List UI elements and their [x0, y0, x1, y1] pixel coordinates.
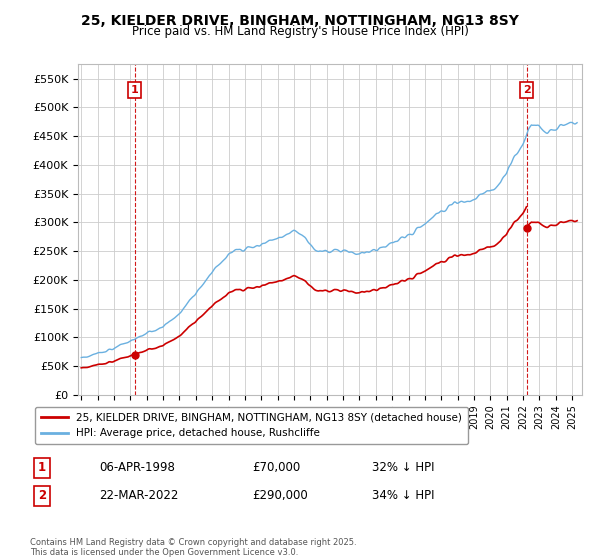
Text: £70,000: £70,000	[252, 461, 300, 474]
Text: 2: 2	[523, 85, 530, 95]
Text: 1: 1	[131, 85, 139, 95]
Text: 22-MAR-2022: 22-MAR-2022	[99, 489, 178, 502]
Text: 34% ↓ HPI: 34% ↓ HPI	[372, 489, 434, 502]
Text: Price paid vs. HM Land Registry's House Price Index (HPI): Price paid vs. HM Land Registry's House …	[131, 25, 469, 38]
Text: £290,000: £290,000	[252, 489, 308, 502]
Text: 32% ↓ HPI: 32% ↓ HPI	[372, 461, 434, 474]
Text: 06-APR-1998: 06-APR-1998	[99, 461, 175, 474]
Text: Contains HM Land Registry data © Crown copyright and database right 2025.
This d: Contains HM Land Registry data © Crown c…	[30, 538, 356, 557]
Text: 25, KIELDER DRIVE, BINGHAM, NOTTINGHAM, NG13 8SY: 25, KIELDER DRIVE, BINGHAM, NOTTINGHAM, …	[81, 14, 519, 28]
Legend: 25, KIELDER DRIVE, BINGHAM, NOTTINGHAM, NG13 8SY (detached house), HPI: Average : 25, KIELDER DRIVE, BINGHAM, NOTTINGHAM, …	[35, 407, 468, 445]
Text: 2: 2	[38, 489, 46, 502]
Text: 1: 1	[38, 461, 46, 474]
